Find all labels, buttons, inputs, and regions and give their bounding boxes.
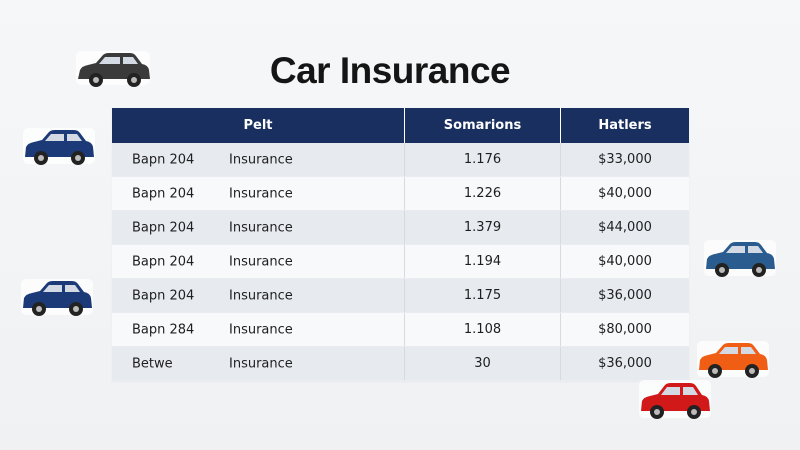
table-row: Bapn 284 Insurance 1.108 $80,000	[112, 312, 689, 347]
car-icon-navy-left-top	[20, 125, 98, 167]
row-part-cell: Bapn 204 Insurance	[112, 143, 405, 177]
price-cell: $80,000	[560, 312, 689, 347]
column-header-somarions: Somarions	[404, 108, 561, 143]
part-type: Insurance	[229, 254, 293, 269]
part-type: Insurance	[229, 322, 293, 337]
part-type: Insurance	[229, 288, 293, 303]
somarions-cell: 1.379	[404, 210, 561, 245]
table-header-row: Pelt Somarions Hatlers	[112, 108, 689, 143]
somarions-cell: 1.176	[404, 143, 561, 177]
car-icon-orange-right	[694, 338, 772, 380]
row-part-cell: Bapn 204 Insurance	[112, 278, 405, 313]
part-name: Bapn 284	[132, 322, 195, 337]
part-name: Betwe	[132, 356, 173, 371]
price-cell: $40,000	[560, 176, 689, 211]
part-name: Bapn 204	[132, 254, 195, 269]
price-cell: $40,000	[560, 244, 689, 279]
insurance-table: Pelt Somarions Hatlers Bapn 204 Insuranc…	[112, 108, 689, 381]
somarions-cell: 1.226	[404, 176, 561, 211]
part-name: Bapn 204	[132, 288, 195, 303]
car-icon-red-right	[636, 377, 714, 421]
somarions-cell: 1.108	[404, 312, 561, 347]
row-part-cell: Bapn 204 Insurance	[112, 244, 405, 279]
column-header-part: Pelt	[112, 108, 405, 143]
table-row: Bapn 204 Insurance 1.175 $36,000	[112, 278, 689, 313]
part-type: Insurance	[229, 356, 293, 371]
row-part-cell: Bapn 284 Insurance	[112, 312, 405, 347]
table-row: Bapn 204 Insurance 1.379 $44,000	[112, 210, 689, 245]
row-part-cell: Bapn 204 Insurance	[112, 176, 405, 211]
price-cell: $36,000	[560, 278, 689, 313]
part-type: Insurance	[229, 152, 293, 167]
part-name: Bapn 204	[132, 220, 195, 235]
price-cell: $44,000	[560, 210, 689, 245]
row-part-cell: Bapn 204 Insurance	[112, 210, 405, 245]
somarions-cell: 30	[404, 346, 561, 381]
table-row: Bapn 204 Insurance 1.176 $33,000	[112, 143, 689, 177]
row-part-cell: Betwe Insurance	[112, 346, 405, 381]
part-name: Bapn 204	[132, 152, 195, 167]
car-icon-blue-right	[701, 237, 779, 279]
column-header-hatlers: Hatlers	[560, 108, 689, 143]
part-name: Bapn 204	[132, 186, 195, 201]
price-cell: $36,000	[560, 346, 689, 381]
price-cell: $33,000	[560, 143, 689, 177]
table-row: Bapn 204 Insurance 1.226 $40,000	[112, 176, 689, 211]
part-type: Insurance	[229, 186, 293, 201]
car-icon-navy-left-bottom	[18, 276, 96, 318]
table-row: Bapn 204 Insurance 1.194 $40,000	[112, 244, 689, 279]
table-row: Betwe Insurance 30 $36,000	[112, 346, 689, 381]
car-icon-dark-gray	[72, 47, 154, 89]
somarions-cell: 1.194	[404, 244, 561, 279]
somarions-cell: 1.175	[404, 278, 561, 313]
page-title: Car Insurance	[269, 50, 511, 91]
part-type: Insurance	[229, 220, 293, 235]
